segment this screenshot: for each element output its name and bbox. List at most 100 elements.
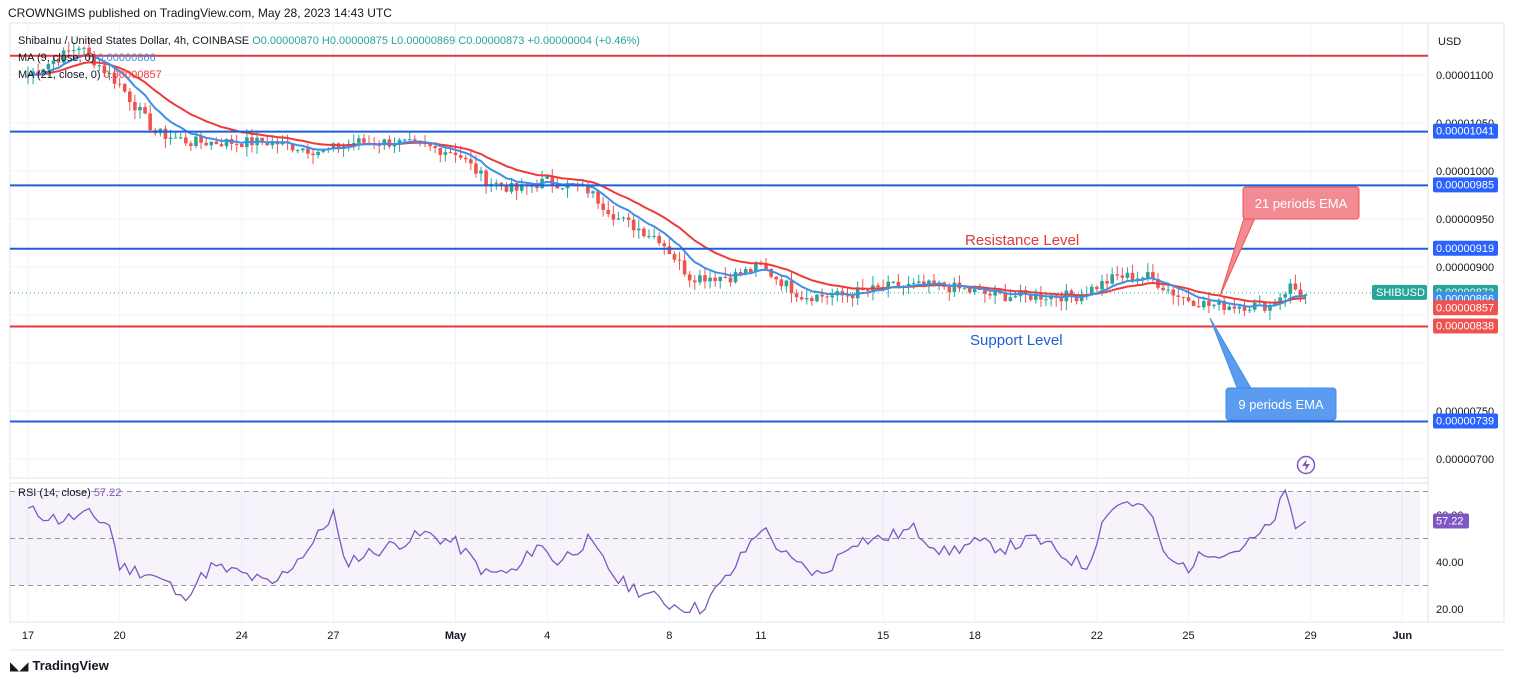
candle-body xyxy=(713,277,717,282)
candle-body xyxy=(560,188,565,190)
candle-body xyxy=(265,142,270,146)
level-badge-support xyxy=(1433,318,1498,334)
candle-body xyxy=(1130,272,1135,281)
candle-body xyxy=(662,243,667,247)
candle-body xyxy=(1095,286,1099,290)
candle-body xyxy=(845,295,850,297)
candle-body xyxy=(1003,293,1008,301)
candle-body xyxy=(143,106,147,114)
time-tick-label: 25 xyxy=(1182,630,1194,642)
level-badge-r1 xyxy=(1433,123,1498,139)
candle-body xyxy=(148,113,152,131)
candle-body xyxy=(988,293,992,296)
candle-body xyxy=(224,139,229,147)
candle-body xyxy=(392,144,397,147)
candle-body xyxy=(234,143,239,145)
candle-body xyxy=(311,153,315,156)
candle-body xyxy=(1298,289,1303,296)
rsi-tick-label: 40.00 xyxy=(1436,557,1464,569)
candle-body xyxy=(31,71,35,76)
candle-body xyxy=(1283,294,1288,298)
candle-body xyxy=(112,73,117,84)
candle-body xyxy=(779,279,784,287)
candle-body xyxy=(413,139,417,141)
candle-body xyxy=(626,217,631,220)
lightning-icon[interactable] xyxy=(1296,455,1316,475)
candle-body xyxy=(703,275,707,282)
price-tick-label: 0.00000950 xyxy=(1436,214,1494,226)
candle-body xyxy=(906,283,911,287)
level-badge-text-r2: 0.00000985 xyxy=(1436,179,1494,191)
candle-body xyxy=(1181,296,1186,298)
symbol-tag xyxy=(1372,284,1427,300)
ma21-legend: MA (21, close, 0) 0.00000857 xyxy=(18,69,162,81)
candle-body xyxy=(194,136,198,146)
candle-body xyxy=(652,235,656,237)
rsi-legend: RSI (14, close) 57.22 xyxy=(18,487,121,499)
candle-body xyxy=(428,144,432,147)
rsi-value-badge xyxy=(1433,513,1469,529)
candle-body xyxy=(306,148,310,154)
candles xyxy=(26,38,1308,321)
time-tick-label: 11 xyxy=(755,630,766,642)
candle-body xyxy=(1161,287,1165,291)
candle-body xyxy=(789,280,794,294)
candle-body xyxy=(443,152,448,155)
candle-body xyxy=(738,272,743,274)
candle-body xyxy=(815,294,819,302)
level-badge-s2 xyxy=(1433,413,1498,429)
candle-body xyxy=(886,281,891,289)
candle-body xyxy=(519,184,524,191)
candle-body xyxy=(382,139,387,146)
time-tick-label: 27 xyxy=(327,630,339,642)
candle-body xyxy=(1201,301,1206,308)
candle-body xyxy=(1110,274,1114,284)
candle-body xyxy=(769,268,773,277)
candle-body xyxy=(133,102,137,111)
candle-body xyxy=(1059,297,1064,302)
candle-body xyxy=(1212,304,1216,306)
time-tick-label: May xyxy=(445,630,467,642)
candle-body xyxy=(494,182,499,184)
candle-body xyxy=(764,264,768,269)
ema9-callout-box xyxy=(1225,387,1337,421)
candle-body xyxy=(978,289,982,291)
price-badge-text-2: 0.00000857 xyxy=(1436,302,1494,314)
candle-body xyxy=(357,138,361,143)
candle-body xyxy=(1140,277,1145,279)
candle-body xyxy=(1105,281,1109,284)
candle-body xyxy=(1090,286,1094,295)
candle-body xyxy=(122,83,127,92)
candle-body xyxy=(46,64,51,70)
candle-body xyxy=(1186,297,1191,301)
candle-body xyxy=(616,218,621,220)
candle-body xyxy=(967,288,972,293)
candle-body xyxy=(362,138,366,143)
candle-body xyxy=(748,269,753,273)
candle-body xyxy=(1293,283,1298,290)
candle-body xyxy=(687,274,692,281)
candle-body xyxy=(239,143,244,148)
rsi-legend-value: 57.22 xyxy=(93,487,122,499)
candle-body xyxy=(1069,290,1074,296)
candle-body xyxy=(799,297,804,300)
rsi-label: RSI (14, close) xyxy=(18,487,91,499)
candle-body xyxy=(830,295,835,298)
tradingview-footer[interactable]: ◣◢ TradingView xyxy=(10,658,109,673)
candle-body xyxy=(1268,304,1272,311)
candle-body xyxy=(896,281,901,288)
ema21-callout-box xyxy=(1242,186,1360,220)
rsi-line xyxy=(27,488,1306,615)
candle-body xyxy=(794,293,799,298)
ma9-label: MA (9, close, 0) xyxy=(18,52,95,64)
candle-body xyxy=(1079,294,1084,302)
candle-body xyxy=(983,289,987,294)
candle-body xyxy=(469,159,473,164)
candle-body xyxy=(820,294,824,297)
candle-body xyxy=(1222,300,1226,310)
candle-body xyxy=(316,151,320,156)
candle-body xyxy=(204,142,208,146)
candle-body xyxy=(891,281,896,283)
price-badge-2 xyxy=(1433,300,1498,316)
